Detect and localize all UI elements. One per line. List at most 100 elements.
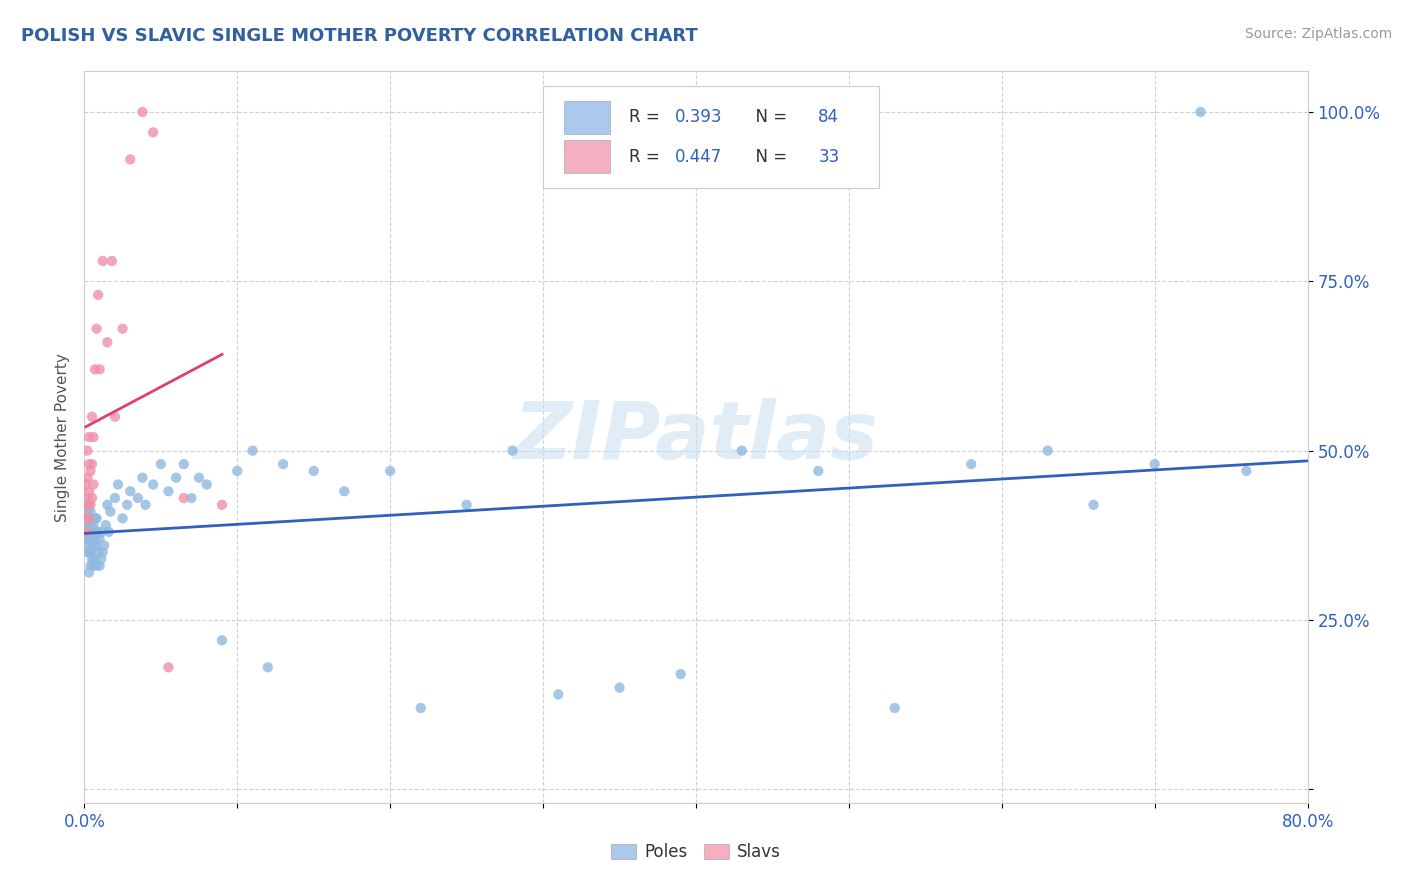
- Point: [960, 457, 983, 471]
- Point: [90, 552, 112, 566]
- Point: [80, 409, 103, 424]
- Text: N =: N =: [745, 148, 792, 166]
- Point: [1236, 464, 1258, 478]
- Point: [84, 511, 107, 525]
- Point: [86, 558, 108, 573]
- Point: [86, 322, 108, 336]
- Point: [75, 511, 97, 525]
- Point: [77, 430, 100, 444]
- Legend: Poles, Slavs: Poles, Slavs: [605, 837, 787, 868]
- Point: [1189, 105, 1212, 120]
- Point: [89, 532, 111, 546]
- Point: [77, 498, 100, 512]
- Point: [79, 498, 101, 512]
- Point: [188, 471, 211, 485]
- Point: [91, 254, 114, 268]
- Point: [87, 524, 110, 539]
- Point: [80, 511, 103, 525]
- Point: [83, 477, 105, 491]
- Point: [76, 545, 98, 559]
- Point: [96, 498, 118, 512]
- Point: [104, 409, 127, 424]
- Point: [76, 532, 98, 546]
- Point: [80, 457, 103, 471]
- Point: [120, 153, 142, 167]
- Point: [87, 545, 110, 559]
- Point: [80, 552, 103, 566]
- Point: [76, 511, 98, 525]
- Point: [79, 545, 101, 559]
- Point: [107, 477, 129, 491]
- Point: [195, 477, 218, 491]
- Point: [226, 464, 249, 478]
- Point: [180, 491, 202, 505]
- Point: [242, 443, 264, 458]
- Point: [173, 491, 195, 505]
- Point: [77, 457, 100, 471]
- Point: [94, 518, 117, 533]
- Point: [127, 491, 149, 505]
- Point: [115, 498, 138, 512]
- Point: [80, 524, 103, 539]
- Point: [502, 443, 524, 458]
- Point: [77, 566, 100, 580]
- Point: [101, 254, 124, 268]
- FancyBboxPatch shape: [564, 101, 610, 134]
- Point: [80, 491, 103, 505]
- FancyBboxPatch shape: [564, 140, 610, 173]
- Point: [333, 484, 356, 499]
- Point: [75, 518, 97, 533]
- Text: POLISH VS SLAVIC SINGLE MOTHER POVERTY CORRELATION CHART: POLISH VS SLAVIC SINGLE MOTHER POVERTY C…: [21, 27, 697, 45]
- Point: [89, 362, 111, 376]
- Point: [76, 491, 98, 505]
- Point: [165, 471, 187, 485]
- Point: [86, 538, 108, 552]
- Point: [83, 558, 105, 573]
- Point: [77, 532, 100, 546]
- Point: [380, 464, 402, 478]
- Point: [211, 633, 233, 648]
- Point: [157, 660, 180, 674]
- Text: R =: R =: [628, 109, 665, 127]
- Point: [142, 477, 165, 491]
- Y-axis label: Single Mother Poverty: Single Mother Poverty: [55, 352, 70, 522]
- Point: [131, 105, 153, 120]
- Point: [271, 457, 294, 471]
- Point: [75, 532, 97, 546]
- Point: [79, 558, 101, 573]
- Point: [456, 498, 478, 512]
- Point: [409, 701, 432, 715]
- Point: [89, 558, 111, 573]
- Point: [77, 484, 100, 499]
- Point: [79, 505, 101, 519]
- Point: [93, 538, 115, 552]
- Point: [149, 457, 172, 471]
- Point: [96, 335, 118, 350]
- Text: N =: N =: [745, 109, 792, 127]
- Text: R =: R =: [628, 148, 665, 166]
- Point: [257, 660, 280, 674]
- Point: [669, 667, 692, 681]
- Point: [104, 491, 127, 505]
- Point: [86, 511, 108, 525]
- Point: [302, 464, 325, 478]
- Point: [79, 532, 101, 546]
- Point: [1036, 443, 1059, 458]
- Point: [76, 505, 98, 519]
- Point: [76, 524, 98, 539]
- Point: [883, 701, 905, 715]
- Point: [135, 498, 157, 512]
- Point: [84, 362, 107, 376]
- Point: [111, 322, 134, 336]
- Point: [83, 430, 105, 444]
- Point: [90, 524, 112, 539]
- Point: [83, 518, 105, 533]
- Point: [76, 471, 98, 485]
- Point: [173, 457, 195, 471]
- Point: [731, 443, 754, 458]
- Point: [91, 545, 114, 559]
- Text: ZIPatlas: ZIPatlas: [513, 398, 879, 476]
- Text: Source: ZipAtlas.com: Source: ZipAtlas.com: [1244, 27, 1392, 41]
- Point: [79, 518, 101, 533]
- Point: [87, 288, 110, 302]
